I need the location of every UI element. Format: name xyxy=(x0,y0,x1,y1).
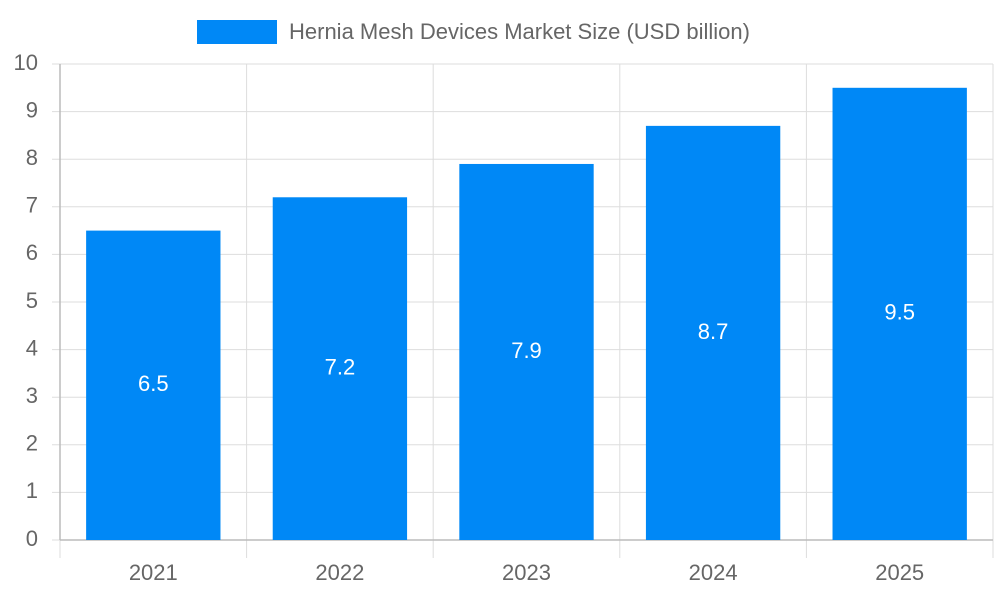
y-tick-label: 2 xyxy=(26,431,38,456)
bar xyxy=(459,163,594,540)
legend-label: Hernia Mesh Devices Market Size (USD bil… xyxy=(289,19,750,44)
data-label: 8.7 xyxy=(698,319,729,344)
bar xyxy=(645,125,781,540)
x-tick-label: 2022 xyxy=(315,560,364,585)
data-label: 7.2 xyxy=(325,354,356,379)
bar xyxy=(832,87,967,541)
y-tick-label: 6 xyxy=(26,240,38,265)
data-label: 6.5 xyxy=(138,371,169,396)
bar xyxy=(86,230,221,540)
y-tick-label: 1 xyxy=(26,478,38,503)
x-tick-label: 2025 xyxy=(875,560,924,585)
bar xyxy=(272,197,408,540)
x-tick-label: 2023 xyxy=(502,560,551,585)
y-tick-label: 8 xyxy=(26,145,38,170)
y-tick-label: 3 xyxy=(26,383,38,408)
data-label: 7.9 xyxy=(511,338,542,363)
y-tick-label: 4 xyxy=(26,335,38,360)
data-label: 9.5 xyxy=(884,300,915,325)
x-tick-label: 2024 xyxy=(689,560,738,585)
x-tick-label: 2021 xyxy=(129,560,178,585)
legend-swatch xyxy=(197,20,277,44)
y-tick-label: 9 xyxy=(26,97,38,122)
y-tick-label: 7 xyxy=(26,193,38,218)
y-tick-label: 5 xyxy=(26,288,38,313)
y-tick-label: 10 xyxy=(14,50,38,75)
y-tick-label: 0 xyxy=(26,526,38,551)
